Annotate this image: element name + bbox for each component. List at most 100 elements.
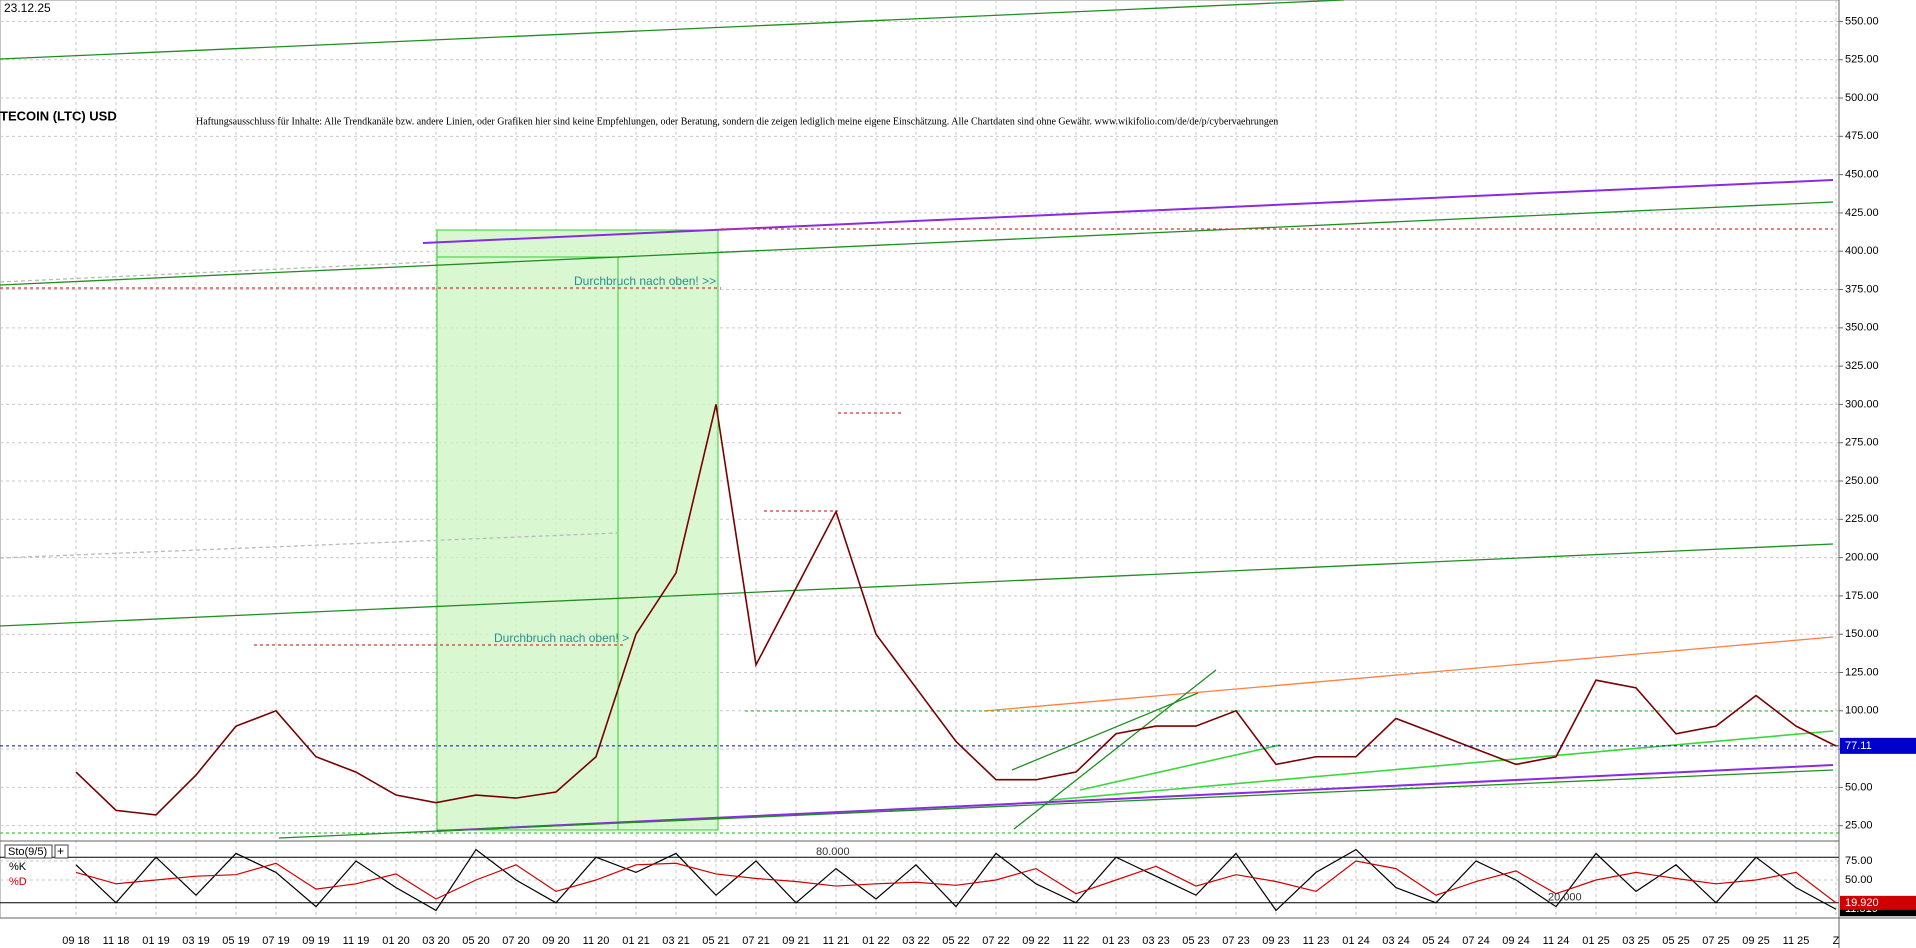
- y-tick-label: 325.00: [1845, 360, 1879, 372]
- y-tick-label: 375.00: [1845, 283, 1879, 295]
- x-tick-label: 09 18: [62, 935, 90, 947]
- x-tick-label: Z: [1833, 935, 1840, 947]
- trend-line: [0, 201, 1834, 286]
- x-tick-label: 05 20: [462, 935, 490, 947]
- y-tick-label: 300.00: [1845, 398, 1879, 410]
- x-tick-label: 11 21: [823, 935, 850, 947]
- trend-line: [1050, 730, 1834, 801]
- trend-line: [0, 261, 431, 283]
- annotation: Durchbruch nach oben! >: [494, 631, 629, 645]
- trend-line: [0, 543, 1834, 627]
- y-tick-label: 450.00: [1845, 169, 1879, 181]
- y-tick-label: 50.00: [1845, 874, 1873, 886]
- x-tick-label: 09 24: [1502, 935, 1530, 947]
- level-label: 80.000: [816, 846, 850, 858]
- trend-line: [436, 764, 1834, 832]
- timestamp: 23.12.25: [4, 1, 51, 15]
- x-tick-label: 01 24: [1342, 935, 1370, 947]
- y-tick-label: 275.00: [1845, 437, 1879, 449]
- x-tick-label: 07 20: [502, 935, 530, 947]
- x-tick-label: 07 19: [262, 935, 290, 947]
- y-tick-label: 550.00: [1845, 15, 1879, 27]
- y-tick-label: 225.00: [1845, 513, 1879, 525]
- y-tick-label: 150.00: [1845, 628, 1879, 640]
- trend-line: [278, 769, 1834, 839]
- x-tick-label: 05 19: [222, 935, 250, 947]
- x-tick-label: 01 22: [862, 935, 890, 947]
- y-tick-label: 100.00: [1845, 705, 1879, 717]
- x-tick-label: 11 18: [103, 935, 130, 947]
- x-tick-label: 11 23: [1303, 935, 1330, 947]
- x-tick-label: 11 24: [1543, 935, 1570, 947]
- x-tick-label: 01 21: [622, 935, 650, 947]
- x-tick-label: 05 24: [1422, 935, 1450, 947]
- trend-line: [422, 179, 1834, 244]
- y-tick-label: 125.00: [1845, 666, 1879, 678]
- indicator-title: Sto(9/5): [8, 846, 47, 858]
- y-tick-label: 200.00: [1845, 552, 1879, 564]
- last-value-label: 19.920: [1845, 897, 1879, 909]
- x-tick-label: 11 22: [1063, 935, 1090, 947]
- x-tick-label: 07 25: [1702, 935, 1730, 947]
- series-line: [75, 848, 1837, 912]
- x-tick-label: 07 23: [1222, 935, 1250, 947]
- x-tick-label: 03 22: [902, 935, 930, 947]
- x-tick-label: 11 19: [343, 935, 370, 947]
- trend-line: [0, 0, 1345, 60]
- y-tick-label: 475.00: [1845, 130, 1879, 142]
- y-tick-label: 25.00: [1845, 820, 1873, 832]
- x-tick-label: 03 24: [1382, 935, 1410, 947]
- trend-line: [1011, 692, 1199, 771]
- plot-frame: [0, 0, 1840, 919]
- x-tick-label: 03 25: [1622, 935, 1650, 947]
- last-value-box: [1840, 895, 1916, 910]
- x-tick-label: 05 22: [942, 935, 970, 947]
- annotation: Durchbruch nach oben! >>: [574, 274, 716, 288]
- y-tick-label: 50.00: [1845, 781, 1873, 793]
- trend-line: [983, 636, 1834, 712]
- x-tick-label: 07 21: [742, 935, 770, 947]
- last-price-label: 77.11: [1845, 740, 1872, 752]
- x-tick-label: 01 23: [1102, 935, 1130, 947]
- trend-lines: [0, 0, 1839, 839]
- x-tick-label: 05 21: [702, 935, 730, 947]
- x-tick-label: 01 19: [142, 935, 170, 947]
- y-tick-label: 350.00: [1845, 322, 1879, 334]
- x-tick-label: 11 20: [583, 935, 610, 947]
- marks: [0, 404, 1839, 912]
- x-tick-label: 01 20: [382, 935, 410, 947]
- x-tick-label: 03 20: [422, 935, 450, 947]
- x-tick-label: 03 19: [182, 935, 210, 947]
- grid: [0, 0, 1839, 918]
- disclaimer: Haftungsausschluss für Inhalte: Alle Tre…: [196, 116, 1278, 127]
- x-tick-label: 09 25: [1742, 935, 1770, 947]
- y-tick-label: 175.00: [1845, 590, 1879, 602]
- chart-title: TECOIN (LTC) USD: [0, 108, 117, 123]
- level-label: 20.000: [1548, 892, 1582, 904]
- x-tick-label: 07 22: [982, 935, 1010, 947]
- expand-icon[interactable]: +: [57, 844, 64, 858]
- trend-line: [1013, 669, 1217, 830]
- x-tick-label: 09 20: [542, 935, 570, 947]
- range-box-inner: [436, 256, 619, 831]
- y-tick-label: 525.00: [1845, 54, 1879, 66]
- y-tick-label: 250.00: [1845, 475, 1879, 487]
- x-tick-label: 01 25: [1582, 935, 1610, 947]
- range-box: [436, 229, 719, 831]
- series-line: [75, 404, 1837, 816]
- x-tick-label: 05 23: [1182, 935, 1210, 947]
- y-tick-label: 75.00: [1845, 855, 1873, 867]
- legend-d: %D: [9, 876, 27, 888]
- trend-line: [1079, 744, 1281, 791]
- x-tick-label: 03 23: [1142, 935, 1170, 947]
- y-tick-label: 500.00: [1845, 92, 1879, 104]
- x-tick-label: 09 19: [302, 935, 330, 947]
- x-tick-label: 09 22: [1022, 935, 1050, 947]
- x-tick-label: 03 21: [662, 935, 690, 947]
- legend-k: %K: [9, 861, 27, 873]
- indicator-box: [4, 844, 53, 859]
- expand-button[interactable]: [54, 844, 69, 859]
- x-tick-label: 11 25: [1783, 935, 1810, 947]
- trend-line: [0, 532, 618, 559]
